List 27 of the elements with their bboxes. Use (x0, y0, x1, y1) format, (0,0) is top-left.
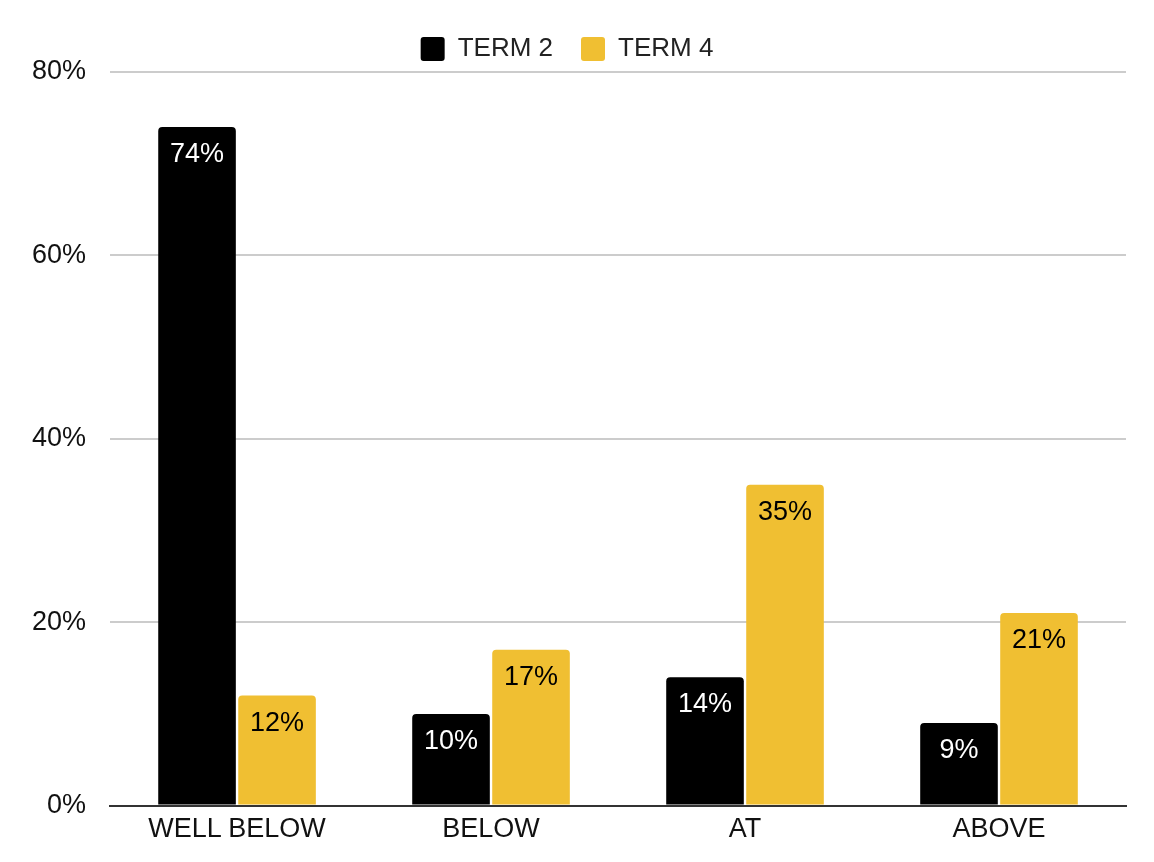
bar (920, 723, 998, 805)
y-tick-label: 80% (31, 55, 87, 86)
bar (666, 677, 744, 805)
data-label: 74% (170, 137, 225, 168)
bar (492, 649, 570, 805)
bar (412, 713, 490, 805)
data-label: 17% (504, 660, 559, 691)
bar (1000, 613, 1078, 805)
data-label: 9% (939, 734, 979, 765)
bar (238, 695, 316, 805)
y-tick-label: 0% (47, 789, 87, 820)
y-tick-label: 60% (31, 238, 87, 269)
legend-label: TERM 2 (457, 32, 553, 63)
y-tick-label: 20% (31, 605, 87, 636)
x-tick-label: ABOVE (952, 813, 1046, 844)
data-label: 10% (424, 724, 479, 755)
data-label: 21% (1011, 623, 1067, 654)
x-tick-label: WELL BELOW (148, 813, 327, 844)
data-label: 14% (677, 688, 733, 719)
y-tick-label: 40% (31, 422, 87, 453)
data-label: 35% (757, 495, 813, 526)
data-label: 12% (250, 706, 305, 737)
x-tick-label: AT (728, 813, 762, 844)
bar (746, 484, 824, 805)
x-tick-label: BELOW (442, 813, 541, 844)
bar (158, 127, 236, 805)
legend-label: TERM 4 (618, 32, 714, 63)
